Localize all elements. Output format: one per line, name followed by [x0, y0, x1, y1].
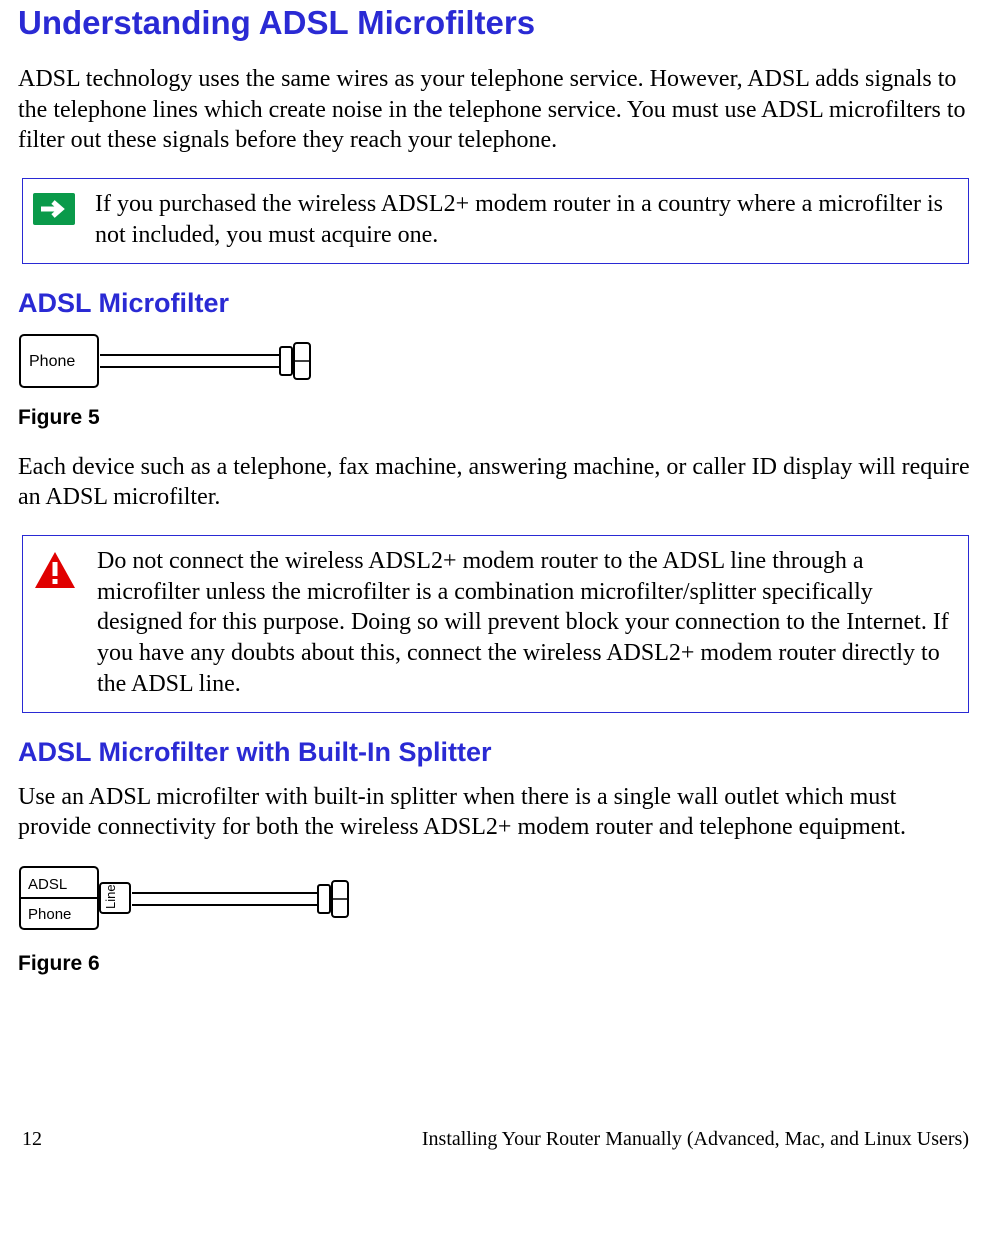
note-callout: If you purchased the wireless ADSL2+ mod…	[22, 178, 969, 263]
section2-paragraph: Use an ADSL microfilter with built-in sp…	[18, 782, 973, 843]
svg-text:Line: Line	[103, 884, 118, 909]
figure-5-label: Figure 5	[18, 406, 973, 430]
warning-icon	[33, 550, 77, 595]
figure-5-diagram: Phone	[18, 333, 973, 396]
warning-callout: Do not connect the wireless ADSL2+ modem…	[22, 535, 969, 713]
intro-paragraph: ADSL technology uses the same wires as y…	[18, 64, 973, 156]
section2-heading: ADSL Microfilter with Built-In Splitter	[18, 737, 973, 768]
svg-text:Phone: Phone	[29, 353, 75, 370]
section1-heading: ADSL Microfilter	[18, 288, 973, 319]
svg-text:Phone: Phone	[28, 906, 71, 923]
heading-main: Understanding ADSL Microfilters	[18, 4, 973, 42]
svg-text:ADSL: ADSL	[28, 876, 67, 893]
page-number: 12	[22, 1128, 42, 1151]
footer-section-title: Installing Your Router Manually (Advance…	[422, 1128, 969, 1151]
note-arrow-icon	[33, 193, 75, 230]
page-footer: 12 Installing Your Router Manually (Adva…	[18, 998, 973, 1161]
document-page: Understanding ADSL Microfilters ADSL tec…	[0, 4, 991, 1181]
warning-text: Do not connect the wireless ADSL2+ modem…	[97, 546, 952, 700]
figure-6-label: Figure 6	[18, 952, 973, 976]
note-text: If you purchased the wireless ADSL2+ mod…	[95, 189, 952, 250]
figure-6-diagram: ADSL Phone Line	[18, 865, 973, 942]
section1-paragraph: Each device such as a telephone, fax mac…	[18, 452, 973, 513]
